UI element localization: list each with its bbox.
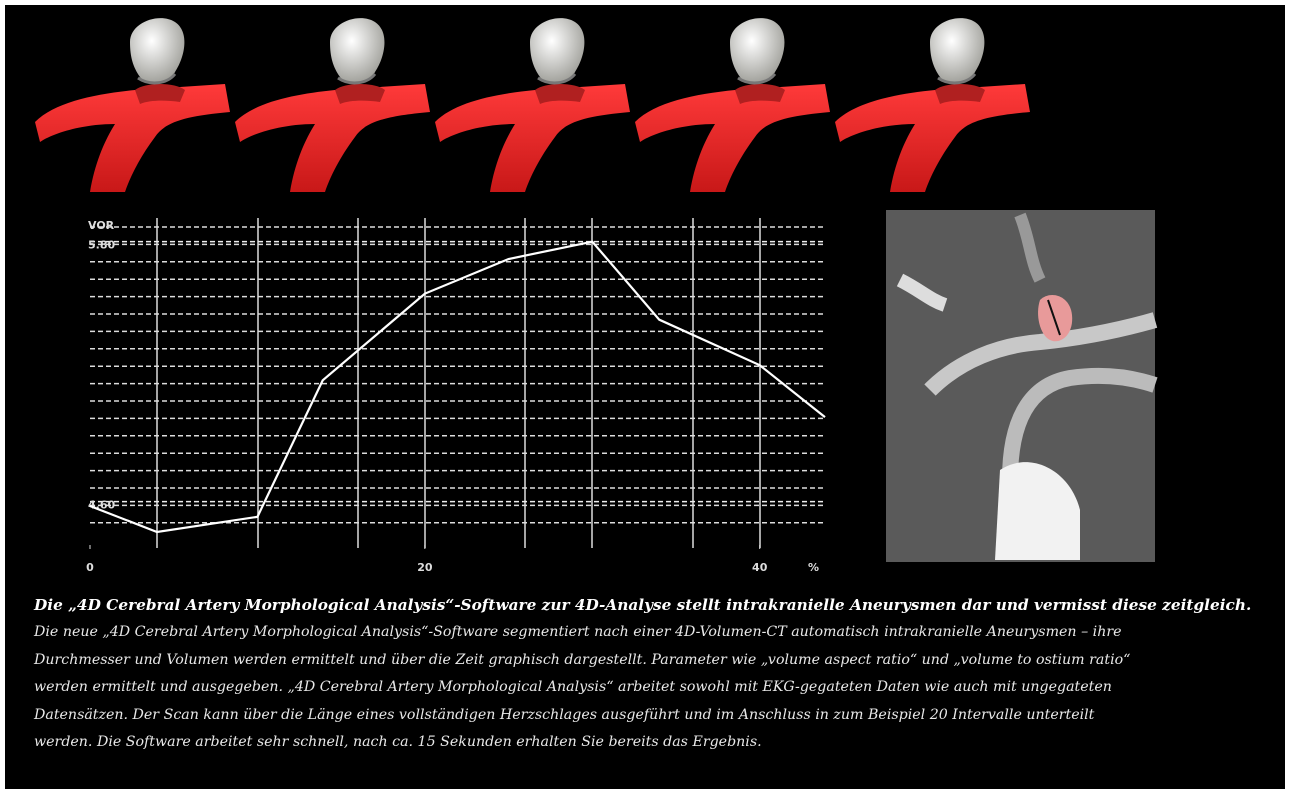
y-tick-label: 5.80: [88, 239, 115, 252]
x-tick-label: 40: [752, 561, 768, 574]
x-axis-label: %: [808, 561, 819, 574]
grid: [90, 218, 825, 548]
page: VOR % 4.605.8002040 Die „4D Cerebral Art…: [0, 0, 1290, 794]
figure: VOR % 4.605.8002040: [0, 0, 1290, 794]
caption-line: werden ermittelt und ausgegeben. „4D Cer…: [34, 679, 1274, 695]
x-tick-label: 0: [86, 561, 94, 574]
x-tick-label: 20: [417, 561, 433, 574]
y-axis-label: VOR: [88, 219, 115, 232]
caption-line: werden. Die Software arbeitet sehr schne…: [34, 734, 1274, 750]
angiogram: [886, 210, 1155, 562]
caption-title: Die „4D Cerebral Artery Morphological An…: [34, 596, 1274, 614]
renderings: [35, 18, 1030, 192]
caption-line: Durchmesser und Volumen werden ermittelt…: [34, 652, 1274, 668]
caption-line: Die neue „4D Cerebral Artery Morphologic…: [34, 624, 1274, 640]
caption-line: Datensätzen. Der Scan kann über die Läng…: [34, 707, 1274, 723]
